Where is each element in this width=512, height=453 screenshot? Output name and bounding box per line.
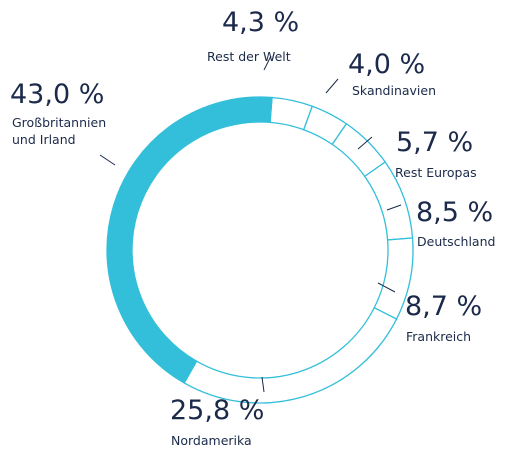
- leader-line: [357, 136, 373, 150]
- value-label: 43,0 %: [10, 79, 105, 110]
- value-label: 8,5 %: [416, 197, 494, 228]
- category-label: Rest Europas: [395, 165, 477, 180]
- leader-line: [325, 78, 339, 94]
- category-label: Deutschland: [417, 234, 496, 249]
- donut-segment: [106, 96, 273, 384]
- donut-segment: [183, 306, 398, 404]
- category-label: Skandinavien: [352, 83, 437, 98]
- category-label: Nordamerika: [171, 433, 252, 448]
- leader-line: [263, 55, 272, 71]
- value-label: 25,8 %: [170, 395, 265, 426]
- leader-line: [261, 376, 265, 393]
- value-label: 5,7 %: [396, 127, 474, 158]
- leader-line: [386, 204, 402, 211]
- category-label: Großbritannien und Irland: [12, 115, 107, 147]
- leader-line: [99, 154, 116, 166]
- category-label: Frankreich: [406, 329, 472, 344]
- category-label: Rest der Welt: [207, 49, 291, 64]
- value-label: 4,3 %: [222, 7, 300, 38]
- leader-line: [377, 282, 396, 293]
- value-label: 4,0 %: [348, 49, 426, 80]
- value-label: 8,7 %: [405, 291, 483, 322]
